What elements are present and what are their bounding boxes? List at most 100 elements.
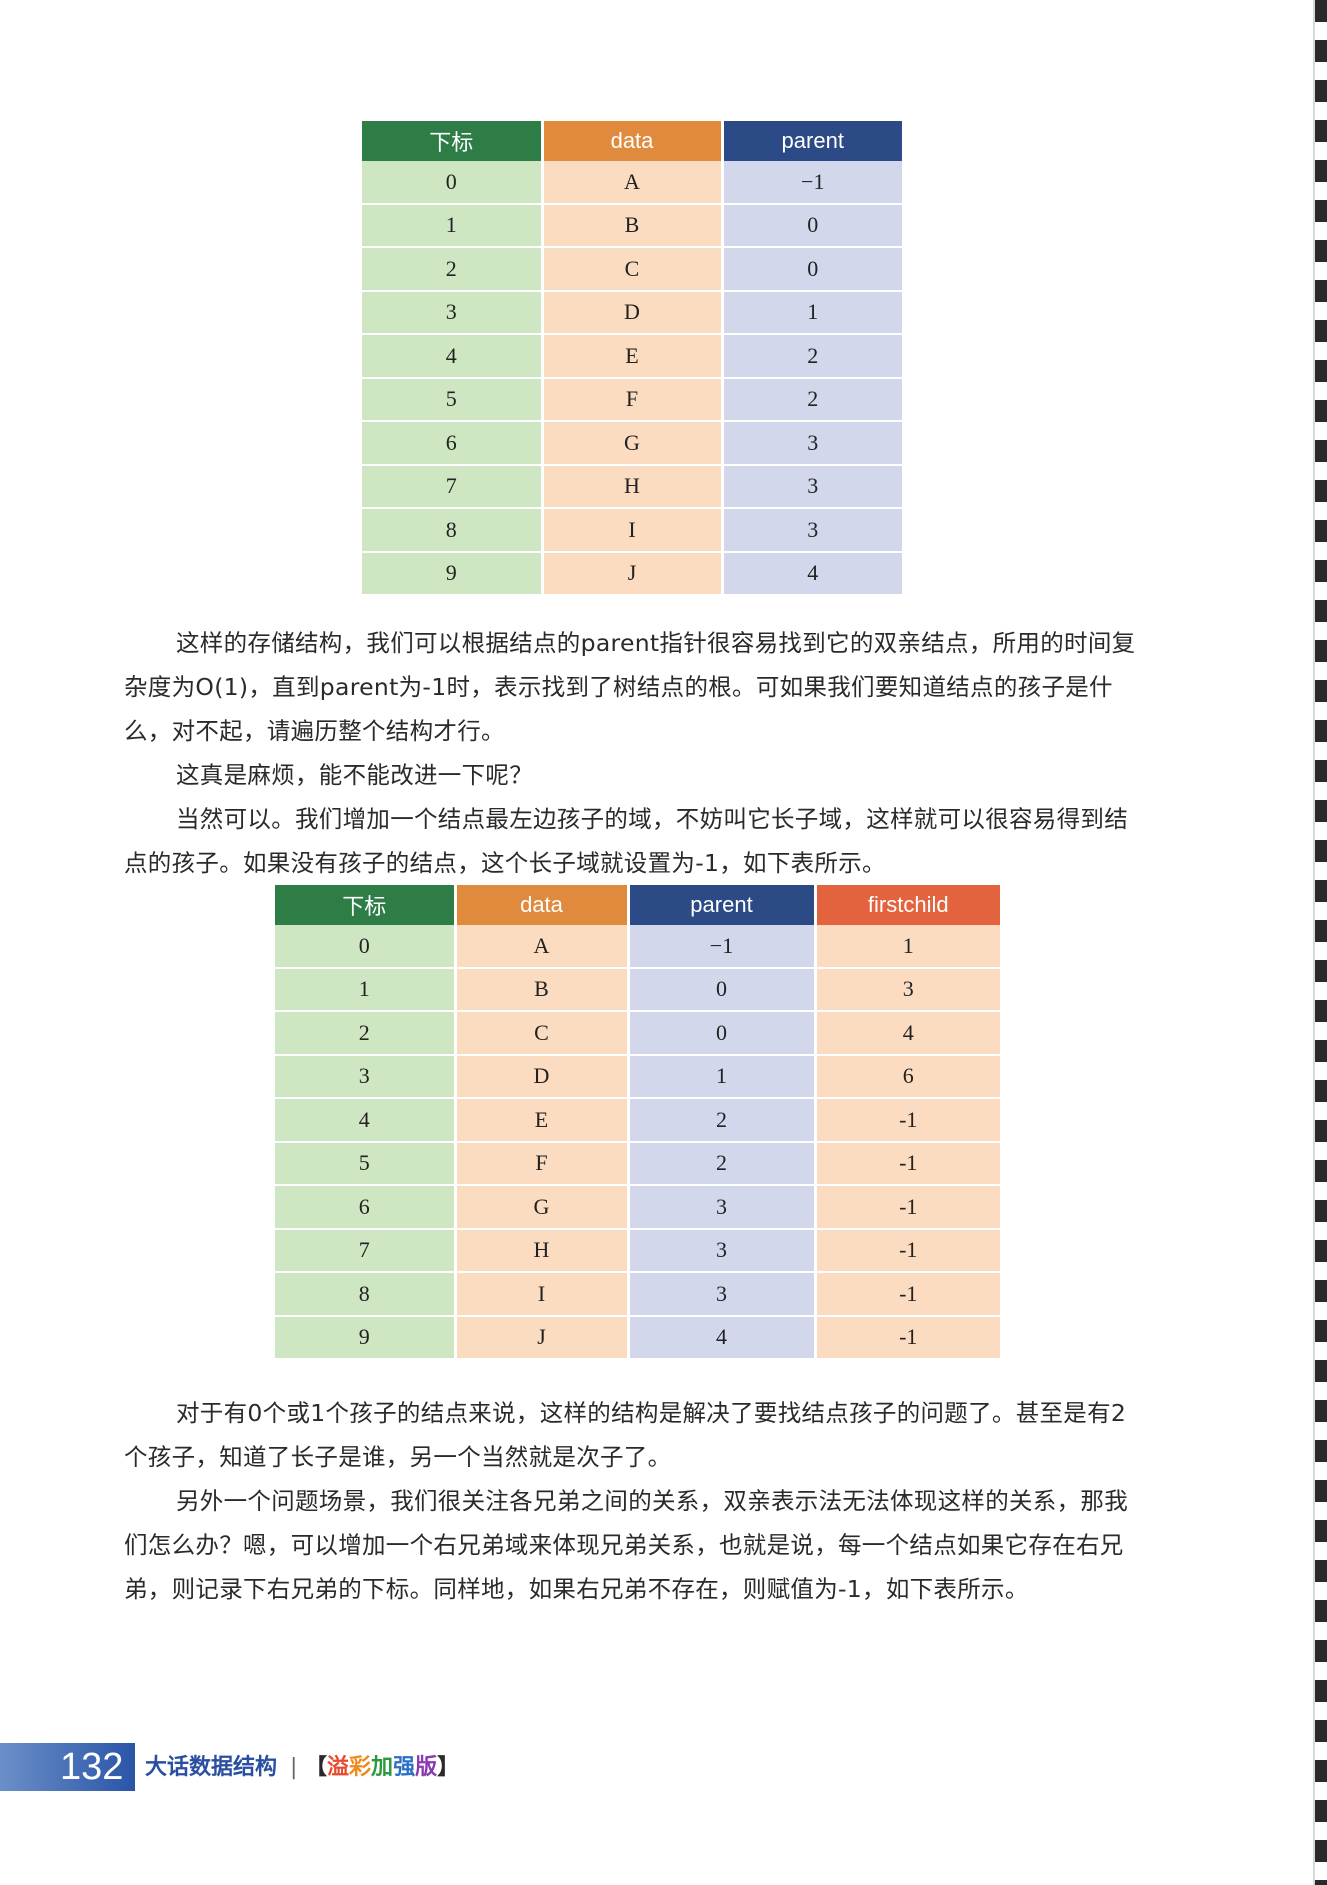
cell-data: D (455, 1055, 628, 1099)
edition-label: 【溢彩加强版】 (305, 1748, 459, 1788)
cell-index: 1 (275, 968, 455, 1012)
header-parent: parent (628, 885, 815, 925)
cell-parent: 2 (722, 334, 902, 378)
cell-data: H (542, 465, 722, 509)
cell-data: I (542, 508, 722, 552)
cell-parent: 3 (722, 465, 902, 509)
cell-data: J (455, 1316, 628, 1360)
table-header-row: 下标 data parent firstchild (275, 885, 1000, 925)
cell-data: F (542, 378, 722, 422)
table-row: 0 A −1 1 (275, 925, 1000, 968)
cell-index: 6 (362, 421, 542, 465)
bracket-open: 【 (305, 1755, 327, 1780)
cell-index: 4 (362, 334, 542, 378)
cell-data: D (542, 291, 722, 335)
cell-index: 3 (362, 291, 542, 335)
table-row: 9J4 (362, 552, 902, 596)
table-row: 4 E 2 -1 (275, 1098, 1000, 1142)
cell-parent: 0 (722, 204, 902, 248)
cell-parent: −1 (628, 925, 815, 968)
paragraph-firstchild-intro: 当然可以。我们增加一个结点最左边孩子的域，不妨叫它长子域，这样就可以很容易得到结… (124, 797, 1144, 885)
cell-data: J (542, 552, 722, 596)
cell-data: C (455, 1011, 628, 1055)
cell-index: 0 (362, 161, 542, 204)
cell-firstchild: -1 (815, 1316, 1000, 1360)
cell-parent: 0 (628, 968, 815, 1012)
cell-index: 2 (275, 1011, 455, 1055)
bracket-close: 】 (437, 1755, 459, 1780)
table-row: 7H3 (362, 465, 902, 509)
cell-data: F (455, 1142, 628, 1186)
cell-parent: 3 (628, 1185, 815, 1229)
cell-data: G (455, 1185, 628, 1229)
table-row: 7 H 3 -1 (275, 1229, 1000, 1273)
cell-index: 0 (275, 925, 455, 968)
cell-index: 8 (362, 508, 542, 552)
cell-parent: 1 (628, 1055, 815, 1099)
page-number: 132 (60, 1743, 123, 1791)
cell-index: 5 (362, 378, 542, 422)
cell-parent: 2 (628, 1142, 815, 1186)
table-row: 6 G 3 -1 (275, 1185, 1000, 1229)
cell-index: 6 (275, 1185, 455, 1229)
header-index: 下标 (275, 885, 455, 925)
paragraph-sibling-intro: 另外一个问题场景，我们很关注各兄弟之间的关系，双亲表示法无法体现这样的关系，那我… (124, 1479, 1144, 1611)
table-row: 0 A −1 (362, 161, 902, 204)
cell-index: 3 (275, 1055, 455, 1099)
cell-parent: 0 (628, 1011, 815, 1055)
cell-index: 7 (275, 1229, 455, 1273)
header-parent: parent (722, 121, 902, 161)
header-data: data (455, 885, 628, 925)
edition-char: 彩 (349, 1748, 371, 1788)
cell-index: 5 (275, 1142, 455, 1186)
cell-data: E (542, 334, 722, 378)
table-row: 8 I 3 -1 (275, 1272, 1000, 1316)
paragraph-parent-lookup: 这样的存储结构，我们可以根据结点的parent指针很容易找到它的双亲结点，所用的… (124, 621, 1144, 753)
cell-firstchild: 4 (815, 1011, 1000, 1055)
cell-data: A (455, 925, 628, 968)
cell-data: E (455, 1098, 628, 1142)
header-data: data (542, 121, 722, 161)
cell-firstchild: 1 (815, 925, 1000, 968)
cell-firstchild: 6 (815, 1055, 1000, 1099)
cell-parent: 3 (628, 1229, 815, 1273)
cell-index: 8 (275, 1272, 455, 1316)
cell-index: 4 (275, 1098, 455, 1142)
cell-parent: 1 (722, 291, 902, 335)
cell-parent: 0 (722, 247, 902, 291)
cell-data: B (542, 204, 722, 248)
table-row: 5 F 2 -1 (275, 1142, 1000, 1186)
paragraph-firstchild-summary: 对于有0个或1个孩子的结点来说，这样的结构是解决了要找结点孩子的问题了。甚至是有… (124, 1391, 1144, 1479)
cell-data: G (542, 421, 722, 465)
cell-parent: 3 (722, 508, 902, 552)
cell-index: 9 (275, 1316, 455, 1360)
cell-data: I (455, 1272, 628, 1316)
cell-data: H (455, 1229, 628, 1273)
footer-separator: | (290, 1748, 297, 1788)
cell-parent: 2 (722, 378, 902, 422)
cell-index: 1 (362, 204, 542, 248)
cell-parent: 4 (722, 552, 902, 596)
cell-firstchild: -1 (815, 1185, 1000, 1229)
cell-index: 2 (362, 247, 542, 291)
cell-data: B (455, 968, 628, 1012)
cell-firstchild: 3 (815, 968, 1000, 1012)
paragraph-improve-question: 这真是麻烦，能不能改进一下呢？ (124, 753, 1144, 797)
header-firstchild: firstchild (815, 885, 1000, 925)
edition-char: 强 (393, 1748, 415, 1788)
cell-data: A (542, 161, 722, 204)
cell-parent: 2 (628, 1098, 815, 1142)
book-title: 大话数据结构 (145, 1748, 277, 1788)
edition-char: 版 (415, 1748, 437, 1788)
cell-parent: −1 (722, 161, 902, 204)
